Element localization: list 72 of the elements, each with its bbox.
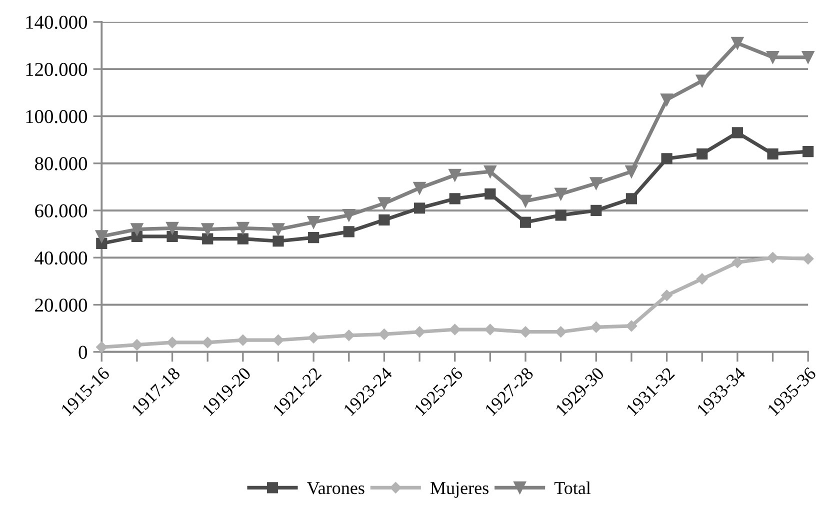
point	[519, 194, 532, 208]
point	[237, 334, 249, 346]
point	[802, 51, 814, 64]
point	[237, 233, 248, 244]
point	[731, 36, 744, 50]
point	[626, 193, 638, 204]
point	[131, 339, 143, 350]
point	[378, 214, 390, 226]
legend-label: Mujeres	[430, 482, 488, 498]
y-tick-label: 20.000	[35, 298, 88, 312]
point	[343, 226, 354, 238]
point	[307, 216, 320, 229]
point	[449, 324, 460, 336]
point	[272, 223, 284, 236]
point	[272, 236, 284, 247]
point	[484, 188, 496, 200]
point	[413, 182, 426, 194]
point	[96, 342, 108, 353]
point	[520, 326, 532, 338]
point	[696, 273, 708, 284]
point	[130, 223, 144, 236]
point	[95, 230, 108, 243]
y-tick-label: 0	[78, 346, 88, 359]
legend-label: Varones	[307, 482, 364, 494]
point	[448, 168, 462, 182]
point	[201, 223, 214, 236]
point	[555, 210, 566, 221]
point	[202, 336, 214, 348]
point	[343, 330, 354, 342]
point	[696, 74, 708, 88]
point	[378, 328, 390, 340]
point	[626, 320, 638, 332]
point	[554, 188, 568, 200]
point	[590, 204, 602, 216]
point	[378, 197, 390, 210]
point	[590, 177, 602, 190]
point	[414, 202, 426, 214]
point	[272, 334, 284, 346]
legend-label: Total	[554, 481, 591, 494]
y-tick-label: 40.000	[34, 251, 88, 265]
point	[767, 148, 778, 160]
point	[202, 233, 214, 244]
point	[766, 51, 780, 64]
point	[236, 222, 250, 234]
point	[802, 253, 814, 264]
point	[484, 324, 496, 336]
point	[166, 222, 179, 234]
point	[342, 208, 356, 222]
y-tick-label: 60.000	[35, 204, 88, 218]
point	[696, 148, 708, 160]
point	[661, 290, 672, 301]
y-tick-label: 140.000	[26, 16, 88, 29]
point	[802, 146, 814, 158]
y-tick-label: 120.000	[26, 62, 88, 76]
point	[520, 216, 532, 228]
point	[661, 153, 672, 164]
y-tick-label: 80.000	[35, 157, 88, 170]
point	[166, 230, 178, 242]
point	[308, 232, 320, 244]
point	[732, 256, 744, 268]
point	[166, 336, 178, 348]
point	[555, 326, 566, 338]
point	[449, 193, 460, 204]
y-tick-label: 100.000	[26, 110, 88, 124]
point	[414, 326, 426, 338]
point	[767, 252, 778, 264]
point	[732, 127, 743, 138]
point	[660, 93, 674, 106]
point	[590, 322, 602, 333]
point	[625, 165, 638, 178]
point	[308, 332, 320, 344]
point	[484, 165, 496, 178]
